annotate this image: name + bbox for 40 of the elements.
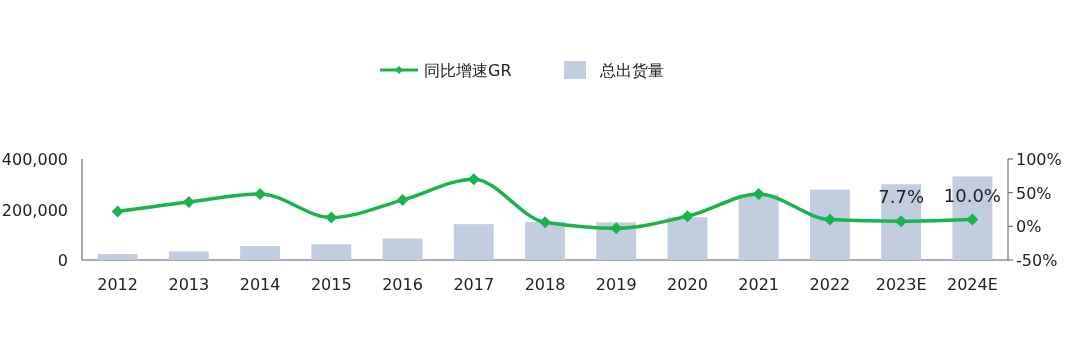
point: [539, 216, 551, 229]
bar: [809, 189, 850, 260]
x-tick-label: 2021: [738, 275, 780, 294]
y2-tick-label: 50%: [1016, 183, 1052, 203]
bar: [168, 251, 209, 260]
x-tick-label: 2014: [239, 275, 281, 294]
x-tick-label: 2023E: [875, 275, 927, 294]
bar: [382, 238, 423, 260]
data-label: 10.0%: [943, 184, 1001, 206]
bar: [881, 184, 922, 260]
x-tick-label: 2018: [524, 275, 566, 294]
y2-tick-label: -50%: [1016, 251, 1058, 270]
point: [681, 210, 694, 223]
x-tick-label: 2016: [382, 275, 423, 294]
bar: [311, 244, 352, 260]
y-tick-label: 400,000: [1, 150, 68, 169]
x-tick-label: 2022: [809, 275, 851, 294]
x-tick-label: 2012: [97, 275, 138, 294]
x-tick-label: 2019: [595, 275, 637, 294]
y2-tick-label: 0%: [1016, 217, 1042, 237]
bar: [453, 224, 494, 260]
bar: [738, 194, 779, 260]
x-tick-label: 2024E: [946, 275, 998, 294]
legend-label: 同比增速GR: [424, 61, 512, 80]
bar: [525, 221, 565, 260]
data-label: 7.7%: [878, 186, 925, 208]
point: [752, 188, 765, 201]
x-tick-label: 2020: [667, 275, 708, 294]
bar: [667, 217, 708, 260]
y-tick-label: 0: [57, 251, 68, 270]
x-tick-label: 2017: [453, 275, 495, 294]
y2-tick-label: 100%: [1016, 150, 1062, 169]
bar: [97, 253, 138, 260]
x-tick-label: 2015: [310, 275, 352, 294]
x-tick-label: 2013: [168, 275, 210, 294]
y-tick-label: 200,000: [1, 200, 68, 220]
point: [111, 205, 124, 218]
point: [396, 194, 409, 207]
legend-label: 总出货量: [599, 61, 664, 80]
bar: [240, 246, 281, 260]
